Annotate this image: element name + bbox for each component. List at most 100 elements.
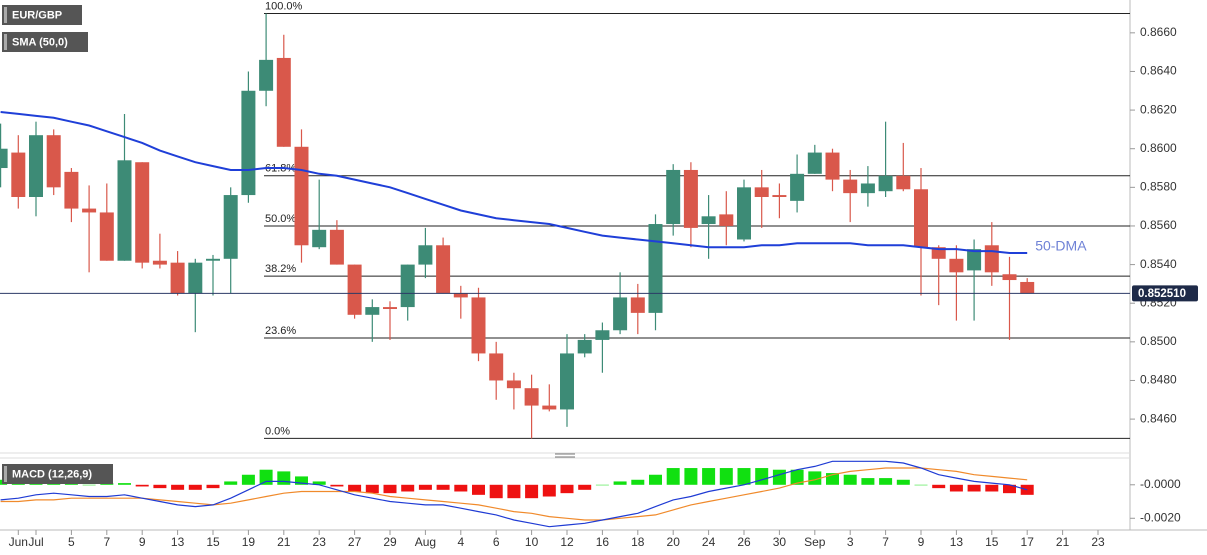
- candle-body: [1020, 281, 1035, 294]
- sma-line: [0, 111, 1028, 254]
- x-tick-label: 26: [737, 535, 751, 549]
- resize-handle[interactable]: [555, 453, 575, 458]
- legend-grip: [4, 466, 7, 482]
- legend-sma[interactable]: SMA (50,0): [2, 32, 88, 52]
- x-tick-label: 16: [596, 535, 610, 549]
- histogram-bar: [826, 473, 839, 485]
- histogram-bar: [666, 468, 680, 485]
- histogram-bar: [914, 484, 928, 486]
- histogram-bar: [1003, 484, 1016, 494]
- histogram-bar: [542, 484, 556, 497]
- candle-body: [542, 405, 557, 410]
- candle-body: [595, 330, 610, 340]
- histogram-bar: [578, 484, 592, 490]
- candle-body: [524, 388, 539, 406]
- main-layer: 50-DMA: [0, 13, 1130, 439]
- histogram-bar: [472, 484, 485, 495]
- x-tick-label: Sep: [804, 535, 826, 549]
- legend-grip: [4, 7, 7, 23]
- histogram-bar: [879, 478, 893, 485]
- x-tick-label: 21: [1056, 535, 1070, 549]
- x-tick-label: 4: [457, 535, 464, 549]
- candle-body: [152, 260, 167, 265]
- sma-annotation: 50-DMA: [1035, 238, 1087, 254]
- x-tick-label: 17: [1021, 535, 1035, 549]
- histogram-bar: [595, 484, 609, 486]
- histogram-bar: [383, 484, 397, 494]
- histogram-bar: [489, 484, 503, 499]
- candle-body: [843, 179, 858, 194]
- x-tick-label: 20: [667, 535, 681, 549]
- x-tick-label: 18: [631, 535, 645, 549]
- candle-body: [312, 229, 327, 248]
- sma-legend: SMA (50,0): [12, 36, 68, 48]
- histogram-bar: [241, 474, 255, 485]
- x-tick-label: 7: [103, 535, 110, 549]
- histogram-bar: [896, 479, 910, 485]
- x-tick-label: 6: [493, 535, 500, 549]
- fib-label: 23.6%: [265, 325, 296, 337]
- candle-body: [984, 245, 999, 273]
- y-tick-label: 0.8660: [1140, 25, 1177, 39]
- legend-grip: [4, 34, 7, 50]
- candle-body: [807, 152, 822, 174]
- x-tick-label: 3: [847, 535, 854, 549]
- candle-body: [223, 195, 238, 259]
- legend-macd[interactable]: MACD (12,26,9): [2, 464, 113, 484]
- histogram-bar: [631, 479, 645, 485]
- fib-label: 50.0%: [265, 213, 296, 225]
- x-tick-label: 21: [277, 535, 291, 549]
- symbol-title: EUR/GBP: [12, 9, 62, 21]
- x-tick-label: 5: [68, 535, 75, 549]
- histogram-bar: [649, 474, 662, 485]
- histogram-bar: [206, 484, 220, 489]
- candle-body: [701, 216, 716, 225]
- candle-body: [82, 208, 97, 213]
- candle-body: [29, 135, 43, 197]
- x-tick-label: 13: [171, 535, 185, 549]
- candle-body: [329, 229, 344, 265]
- legend-box[interactable]: [2, 5, 82, 25]
- histogram-bar: [808, 471, 822, 485]
- candle-body: [400, 264, 415, 308]
- last-price-tag: 0.852510: [1132, 285, 1198, 302]
- histogram-bar: [772, 469, 786, 485]
- y-tick-label: 0.8580: [1140, 180, 1177, 194]
- x-tick-label: 24: [702, 535, 716, 549]
- y-tick-label: 0.8500: [1140, 334, 1177, 348]
- candle-body: [135, 162, 150, 263]
- legend-box[interactable]: [2, 32, 88, 52]
- macd-layer: [0, 460, 1034, 528]
- histogram-bar: [702, 468, 716, 485]
- candle-body: [790, 173, 805, 201]
- candle-body: [206, 258, 220, 261]
- histogram-bar: [348, 484, 362, 492]
- x-tick-label: 9: [139, 535, 146, 549]
- candle-body: [949, 258, 964, 273]
- candle-body: [613, 297, 628, 331]
- x-tick-label: 15: [985, 535, 999, 549]
- y-tick-label: 0.8460: [1140, 411, 1177, 425]
- histogram-bar: [613, 481, 627, 485]
- histogram-bar: [118, 483, 131, 485]
- fib-label: 38.2%: [265, 263, 296, 275]
- histogram-bar: [1020, 484, 1034, 495]
- histogram-bar: [949, 484, 963, 492]
- candle-body: [967, 249, 982, 271]
- candle-body: [737, 187, 751, 240]
- histogram-bar: [401, 484, 415, 492]
- candle-body: [170, 262, 185, 294]
- candle-body: [931, 247, 946, 259]
- last-price-label: 0.852510: [1138, 288, 1186, 300]
- legend-box[interactable]: [2, 464, 113, 484]
- candle-body: [772, 195, 787, 197]
- histogram-bar: [454, 484, 468, 492]
- histogram-bar: [843, 474, 857, 485]
- histogram-bar: [135, 484, 149, 487]
- candle-body: [878, 175, 893, 192]
- legend-symbol[interactable]: EUR/GBP: [2, 5, 82, 25]
- x-tick-label: 15: [206, 535, 220, 549]
- histogram-bar: [259, 469, 273, 485]
- candle-body: [259, 59, 274, 91]
